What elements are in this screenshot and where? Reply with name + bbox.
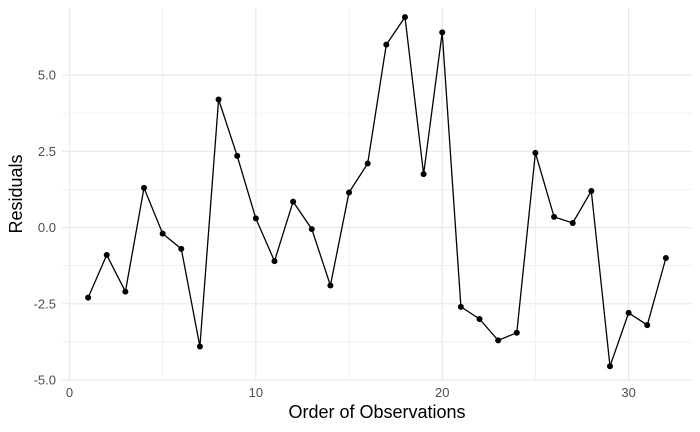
y-tick-label: 0.0 xyxy=(38,220,56,235)
residual-point xyxy=(588,187,595,194)
residual-point xyxy=(495,337,502,344)
residual-line xyxy=(87,15,667,367)
residual-point xyxy=(141,184,148,191)
residual-point xyxy=(569,219,576,226)
residual-point xyxy=(513,329,520,336)
residual-point xyxy=(346,189,353,196)
residual-point xyxy=(420,171,427,178)
y-axis-title: Residuals xyxy=(6,154,26,233)
residual-point xyxy=(606,363,613,370)
x-axis-ticks: 0 10 20 30 xyxy=(66,385,636,400)
residual-point xyxy=(159,230,166,237)
residual-point xyxy=(234,152,241,159)
residual-point xyxy=(196,343,203,350)
y-tick-label: -5.0 xyxy=(34,373,56,388)
residual-point xyxy=(308,226,315,233)
residual-point xyxy=(383,41,390,48)
residual-point xyxy=(103,251,110,258)
residual-point xyxy=(476,316,483,323)
residual-point xyxy=(290,198,297,205)
x-tick-label: 10 xyxy=(249,385,263,400)
residual-point xyxy=(364,160,371,167)
y-tick-label: 2.5 xyxy=(38,144,56,159)
residual-series xyxy=(85,14,669,370)
residual-point xyxy=(662,255,669,262)
residual-point xyxy=(439,29,446,36)
residual-point xyxy=(551,213,558,220)
residual-point xyxy=(85,294,92,301)
residual-point xyxy=(271,258,278,265)
residual-point xyxy=(252,215,259,222)
y-tick-label: 5.0 xyxy=(38,68,56,83)
residual-point xyxy=(401,14,408,21)
x-tick-label: 0 xyxy=(66,385,73,400)
residual-point xyxy=(644,322,651,329)
x-tick-label: 20 xyxy=(435,385,449,400)
residual-point xyxy=(215,96,222,103)
residual-point xyxy=(532,149,539,156)
y-axis-ticks: -5.0 -2.5 0.0 2.5 5.0 xyxy=(34,68,56,388)
residual-point xyxy=(178,245,185,252)
plot-panel xyxy=(62,8,692,380)
residual-point xyxy=(457,303,464,310)
x-tick-label: 30 xyxy=(621,385,635,400)
y-tick-label: -2.5 xyxy=(34,296,56,311)
residual-point xyxy=(625,309,632,316)
gridlines xyxy=(62,8,692,381)
residual-point xyxy=(327,282,334,289)
residual-point xyxy=(122,288,129,295)
x-axis-title: Order of Observations xyxy=(288,402,465,422)
